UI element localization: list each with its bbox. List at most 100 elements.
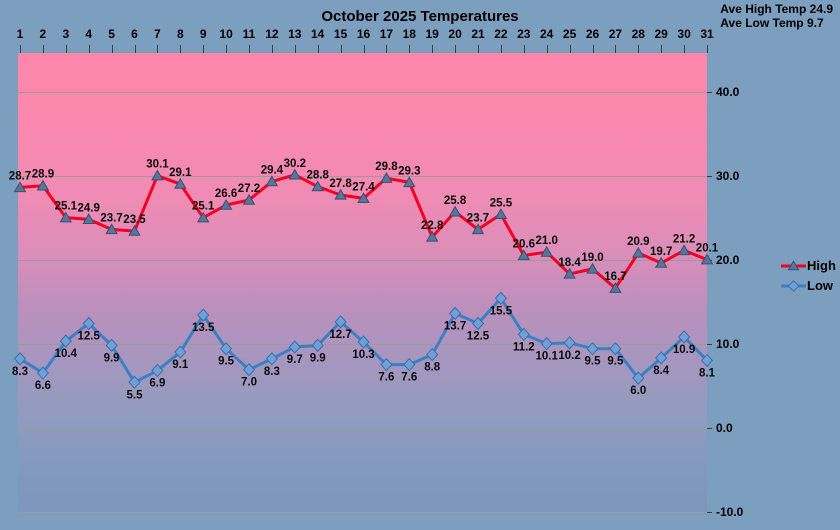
low-data-label: 10.2: [558, 350, 580, 362]
high-marker: [677, 244, 691, 256]
x-axis-tick: [592, 45, 594, 53]
low-data-label: 9.9: [104, 352, 120, 364]
high-series-legend-icon: [781, 259, 806, 270]
high-marker: [311, 180, 324, 192]
low-data-label: 9.5: [585, 356, 602, 368]
plot-area: [18, 53, 707, 513]
x-axis-label: 31: [700, 27, 714, 41]
low-data-label: 6.9: [149, 378, 165, 390]
x-axis-tick: [42, 45, 44, 53]
low-marker: [494, 291, 507, 306]
high-data-label: 28.8: [307, 170, 330, 182]
high-data-label: 29.3: [398, 165, 420, 177]
high-data-label: 22.8: [421, 220, 444, 232]
low-data-label: 10.1: [536, 351, 559, 363]
low-data-label: 7.6: [401, 372, 417, 384]
high-marker: [334, 188, 347, 200]
x-axis-label: 2: [39, 27, 47, 41]
low-marker: [426, 347, 439, 362]
low-data-label: 9.5: [607, 356, 624, 368]
high-data-label: 28.7: [9, 170, 31, 182]
low-marker: [242, 362, 256, 377]
legend: High Low: [781, 258, 836, 293]
low-marker: [311, 338, 324, 353]
x-axis-tick: [409, 45, 411, 53]
x-axis-tick: [386, 45, 388, 53]
y-axis-label: 0.0: [716, 420, 733, 435]
x-axis-label: 23: [517, 27, 531, 41]
legend-item-high: High: [781, 258, 836, 273]
x-axis-tick: [363, 45, 365, 53]
x-axis-tick: [523, 45, 525, 53]
high-data-label: 21.0: [536, 235, 558, 247]
y-axis-label: 20.0: [716, 252, 740, 267]
high-marker: [59, 211, 73, 223]
high-data-label: 29.1: [169, 167, 192, 179]
low-data-label: 13.5: [192, 322, 215, 334]
x-axis-label: 12: [265, 27, 279, 41]
low-data-label: 8.4: [653, 365, 670, 377]
low-data-label: 12.5: [78, 331, 101, 343]
low-marker: [128, 375, 141, 390]
high-marker: [425, 230, 439, 242]
low-data-label: 7.0: [241, 377, 257, 389]
high-marker: [288, 168, 302, 180]
low-marker: [655, 351, 668, 365]
low-data-label: 8.1: [699, 367, 716, 379]
high-data-label: 27.8: [329, 178, 352, 190]
low-marker: [265, 352, 278, 366]
low-data-label: 7.6: [378, 372, 394, 384]
high-marker: [219, 198, 233, 210]
high-marker: [151, 169, 164, 181]
high-data-label: 25.5: [490, 197, 513, 209]
y-axis-label: 10.0: [716, 336, 740, 351]
x-axis-tick: [203, 45, 205, 53]
low-marker: [517, 327, 530, 342]
x-axis-label: 17: [379, 27, 394, 41]
low-data-label: 6.6: [35, 380, 51, 392]
x-axis-label: 22: [494, 27, 508, 41]
high-marker: [609, 282, 622, 293]
low-data-label: 9.9: [310, 352, 326, 364]
high-data-label: 23.7: [467, 212, 489, 224]
high-data-label: 21.2: [673, 233, 695, 245]
high-marker: [357, 192, 370, 204]
low-data-label: 12.7: [329, 329, 351, 341]
x-axis-label: 27: [608, 27, 623, 41]
high-marker: [494, 208, 508, 219]
x-axis-label: 20: [448, 27, 462, 41]
legend-label-high: High: [807, 258, 836, 273]
low-marker: [197, 308, 210, 322]
low-data-label: 10.4: [55, 348, 78, 360]
x-axis-label: 30: [677, 27, 691, 41]
low-marker: [586, 341, 599, 356]
chart-title: October 2025 Temperatures: [321, 8, 519, 25]
low-marker: [334, 315, 347, 329]
low-data-label: 11.2: [513, 341, 535, 353]
x-axis-tick: [340, 45, 342, 53]
high-data-label: 30.1: [146, 159, 169, 171]
high-marker: [563, 267, 576, 279]
x-axis-tick: [500, 45, 502, 53]
low-marker: [36, 366, 49, 380]
x-axis-tick: [226, 45, 228, 53]
low-marker: [471, 316, 485, 331]
x-axis-tick: [455, 45, 457, 53]
low-marker: [59, 334, 72, 348]
high-marker: [448, 205, 462, 217]
high-data-label: 28.9: [32, 169, 54, 181]
high-marker: [13, 181, 27, 193]
x-axis-tick: [478, 45, 479, 53]
x-axis-label: 16: [356, 27, 371, 41]
high-data-label: 24.9: [78, 202, 100, 214]
high-data-label: 25.1: [192, 201, 215, 213]
low-marker: [403, 357, 416, 372]
low-marker: [220, 341, 233, 356]
x-axis-label: 29: [654, 27, 668, 41]
y-axis-label: -10.0: [716, 504, 744, 519]
low-marker: [609, 341, 622, 356]
high-marker: [632, 246, 645, 258]
high-marker: [700, 253, 714, 265]
high-marker: [380, 171, 393, 183]
